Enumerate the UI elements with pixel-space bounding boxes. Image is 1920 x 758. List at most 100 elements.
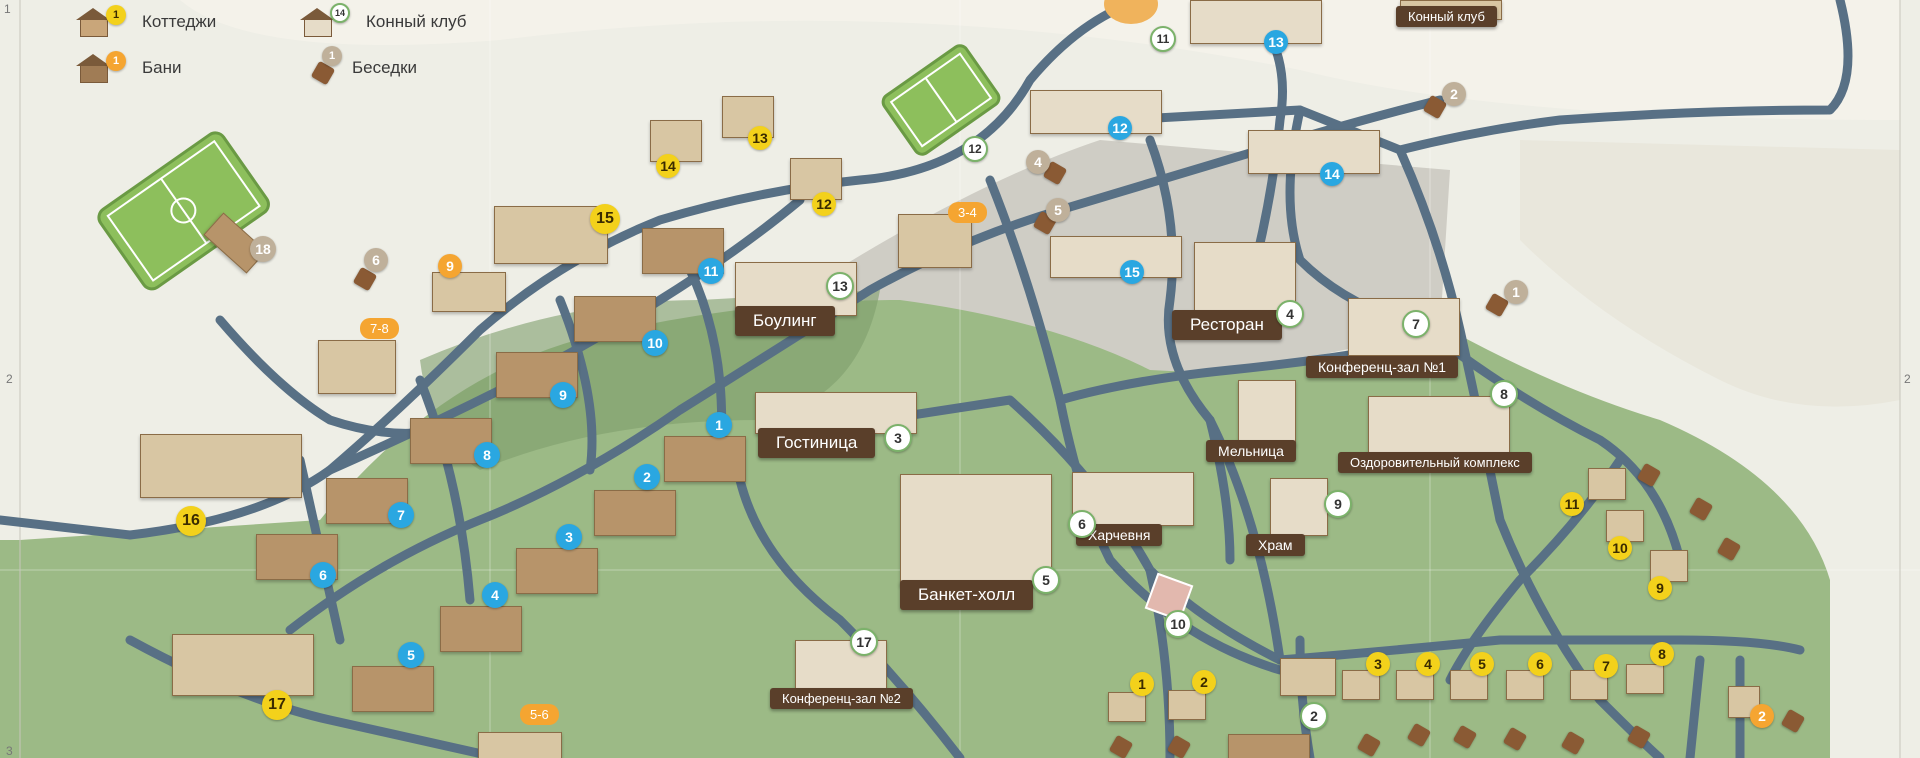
sauna-3-4[interactable] — [898, 214, 972, 268]
gazebo-badge: 1 — [1504, 280, 1528, 304]
grid-tick: 3 — [6, 744, 13, 758]
cottage-badge: 2 — [1192, 670, 1216, 694]
legend-label: Бани — [142, 58, 182, 77]
restaurant-label: Ресторан — [1172, 310, 1282, 340]
cottage-badge: 12 — [812, 192, 836, 216]
cottage-1[interactable] — [1108, 692, 1146, 722]
building-12[interactable] — [1030, 90, 1162, 134]
legend-cottages: 1 Коттеджи — [76, 5, 217, 37]
legend-horse-badge: 14 — [330, 3, 350, 23]
restaurant-building[interactable] — [1194, 242, 1296, 314]
grid-tick: 2 — [6, 372, 13, 386]
legend-saunas: 1 Бани — [76, 51, 182, 83]
building-2-bottom[interactable] — [1280, 658, 1336, 696]
townhouse-2[interactable] — [594, 490, 676, 536]
cottage-6[interactable] — [1506, 670, 1544, 700]
townhouse-badge: 7 — [388, 502, 414, 528]
mill-building[interactable] — [1238, 380, 1296, 446]
gazebo-badge: 5 — [1046, 198, 1070, 222]
cottage-badge: 10 — [1608, 536, 1632, 560]
cottage-badge: 1 — [1130, 672, 1154, 696]
horse-club-label: Конный клуб — [1396, 6, 1497, 27]
gazebo-badge: 4 — [1026, 150, 1050, 174]
bowling-label: Боулинг — [735, 306, 835, 336]
sauna-5-6[interactable] — [478, 732, 562, 758]
sauna-badge: 2 — [1750, 704, 1774, 728]
townhouse-badge: 9 — [550, 382, 576, 408]
cottage-badge: 7 — [1594, 654, 1618, 678]
sauna-badge: 5-6 — [520, 704, 559, 725]
townhouse-5[interactable] — [352, 666, 434, 712]
townhouse-badge: 11 — [698, 258, 724, 284]
wellness-label: Оздоровительный комплекс — [1338, 452, 1532, 473]
legend-gazebo-badge: 1 — [322, 46, 342, 66]
mill-label: Мельница — [1206, 440, 1296, 462]
building-badge: 15 — [1120, 260, 1144, 284]
tennis-badge: 12 — [962, 136, 988, 162]
cottage-14[interactable] — [650, 120, 702, 162]
sauna-badge: 9 — [438, 254, 462, 278]
temple-label: Храм — [1246, 534, 1305, 556]
hotel-badge: 3 — [884, 424, 912, 452]
gazebo-badge: 2 — [1442, 82, 1466, 106]
cottage-badge: 5 — [1470, 652, 1494, 676]
sauna-7-8[interactable] — [318, 340, 396, 394]
wellness-badge: 8 — [1490, 380, 1518, 408]
legend-label: Коттеджи — [142, 12, 217, 31]
grid-tick: 1 — [4, 2, 11, 16]
cottage-badge: 8 — [1650, 642, 1674, 666]
cottage-badge: 16 — [176, 506, 206, 536]
townhouse-badge: 4 — [482, 582, 508, 608]
conf1-badge: 7 — [1402, 310, 1430, 338]
cottage-badge: 14 — [656, 154, 680, 178]
building-15[interactable] — [1050, 236, 1182, 278]
building-14[interactable] — [1248, 130, 1380, 174]
temple-badge: 9 — [1324, 490, 1352, 518]
cottage-3[interactable] — [1342, 670, 1380, 700]
restaurant-badge: 4 — [1276, 300, 1304, 328]
legend-gazebos: 1 Беседки — [310, 46, 418, 86]
grid-tick: 2 — [1904, 372, 1911, 386]
building-badge: 12 — [1108, 116, 1132, 140]
pavilion-badge: 11 — [1150, 26, 1176, 52]
temple-building[interactable] — [1270, 478, 1328, 536]
conf2-label: Конференц-зал №2 — [770, 688, 913, 709]
townhouse-10[interactable] — [574, 296, 656, 342]
legend-label: Беседки — [352, 58, 418, 77]
cottage-badge: 17 — [262, 690, 292, 720]
building-13[interactable] — [1190, 0, 1322, 44]
sauna-9[interactable] — [432, 272, 506, 312]
bottom-building[interactable] — [1228, 734, 1310, 758]
building-badge: 14 — [1320, 162, 1344, 186]
townhouse-4[interactable] — [440, 606, 522, 652]
gazebo-badge: 18 — [250, 236, 276, 262]
cottage-17[interactable] — [172, 634, 314, 696]
tavern-label: Харчевня — [1076, 524, 1163, 546]
bowling-badge: 13 — [826, 272, 854, 300]
banquet-building[interactable] — [900, 474, 1052, 586]
building-2-badge: 2 — [1300, 702, 1328, 730]
cottage-icon — [76, 8, 110, 37]
cottage-8[interactable] — [1626, 664, 1664, 694]
cottage-2[interactable] — [1168, 690, 1206, 720]
sauna-icon — [76, 54, 110, 83]
cottage-badge: 3 — [1366, 652, 1390, 676]
cottage-11[interactable] — [1588, 468, 1626, 500]
legend-label: Конный клуб — [366, 12, 467, 31]
wellness-building[interactable] — [1368, 396, 1510, 454]
hotel-label: Гостиница — [758, 428, 876, 458]
cottage-16[interactable] — [140, 434, 302, 498]
gazebo-icon: 1 — [310, 46, 342, 86]
townhouse-badge: 1 — [706, 412, 732, 438]
banquet-badge: 5 — [1032, 566, 1060, 594]
townhouse-1[interactable] — [664, 436, 746, 482]
sauna-badge: 3-4 — [948, 202, 987, 223]
cottage-badge: 13 — [748, 126, 772, 150]
townhouse-badge: 2 — [634, 464, 660, 490]
playground-badge: 10 — [1164, 610, 1192, 638]
cottage-badge: 15 — [590, 204, 620, 234]
cottage-15[interactable] — [494, 206, 608, 264]
townhouse-3[interactable] — [516, 548, 598, 594]
conf1-label: Конференц-зал №1 — [1306, 356, 1459, 378]
gazebo-badge: 6 — [364, 248, 388, 272]
